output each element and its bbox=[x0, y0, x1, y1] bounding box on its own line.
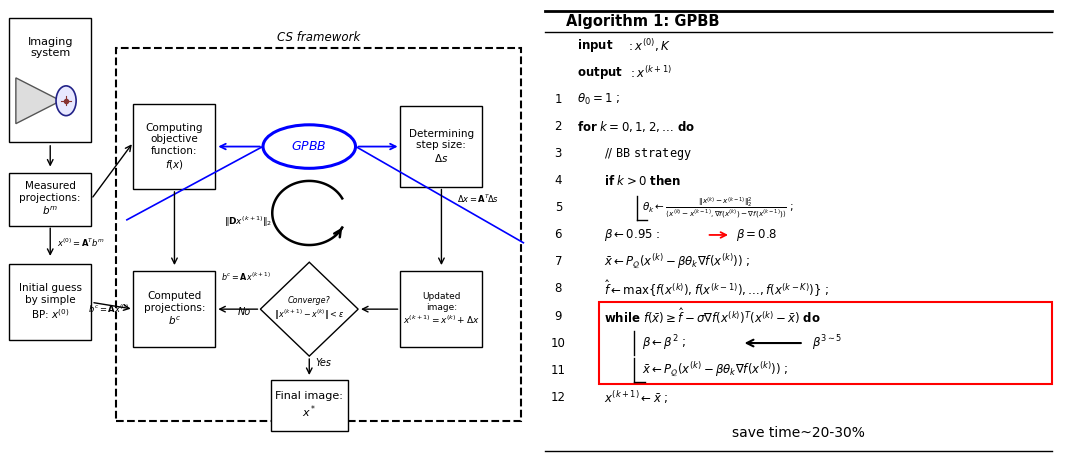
Text: Measured
projections:
$b^m$: Measured projections: $b^m$ bbox=[19, 181, 81, 217]
Text: 4: 4 bbox=[554, 174, 562, 187]
Text: $: x^{(k+1)}$: $: x^{(k+1)}$ bbox=[628, 65, 673, 81]
Text: CS framework: CS framework bbox=[277, 31, 360, 44]
Text: 6: 6 bbox=[554, 229, 562, 241]
Text: $GPBB$: $GPBB$ bbox=[292, 140, 327, 153]
Text: Updated
image:
$x^{(k+1)}=x^{(k)}+\Delta x$: Updated image: $x^{(k+1)}=x^{(k)}+\Delta… bbox=[403, 292, 480, 326]
Text: $x^{(0)}=\mathbf{A}^Tb^m$: $x^{(0)}=\mathbf{A}^Tb^m$ bbox=[57, 236, 106, 249]
Ellipse shape bbox=[56, 86, 76, 115]
FancyBboxPatch shape bbox=[400, 271, 483, 347]
Text: $\beta \leftarrow \beta^2$ ;: $\beta \leftarrow \beta^2$ ; bbox=[642, 333, 686, 353]
Text: $\mathbf{for}\ k = 0, 1, 2, \ldots\ \mathbf{do}$: $\mathbf{for}\ k = 0, 1, 2, \ldots\ \mat… bbox=[577, 120, 695, 134]
Text: No: No bbox=[237, 307, 251, 317]
Text: $\|\mathbf{D}x^{(k+1)}\|_2$: $\|\mathbf{D}x^{(k+1)}\|_2$ bbox=[224, 215, 272, 229]
Ellipse shape bbox=[263, 125, 356, 169]
Text: $: x^{(0)}, K$: $: x^{(0)}, K$ bbox=[626, 38, 671, 54]
Text: $\beta^{3\sim5}$: $\beta^{3\sim5}$ bbox=[812, 333, 842, 353]
Text: 10: 10 bbox=[551, 337, 566, 349]
Text: $\bar{x} \leftarrow P_\mathcal{Q}(x^{(k)} - \beta\theta_k\nabla f(x^{(k)}))\ ;$: $\bar{x} \leftarrow P_\mathcal{Q}(x^{(k)… bbox=[604, 252, 751, 272]
Text: Computing
objective
function:
$f(x)$: Computing objective function: $f(x)$ bbox=[145, 122, 203, 171]
Text: Determining
step size:
$\Delta s$: Determining step size: $\Delta s$ bbox=[409, 129, 474, 164]
Text: 5: 5 bbox=[554, 202, 562, 214]
Text: 8: 8 bbox=[554, 283, 562, 295]
FancyBboxPatch shape bbox=[400, 106, 483, 187]
Text: Computed
projections:
$b^c$: Computed projections: $b^c$ bbox=[144, 291, 205, 327]
Text: $\bar{x} \leftarrow P_\mathcal{Q}(x^{(k)} - \beta\theta_k\nabla f(x^{(k)}))\ ;$: $\bar{x} \leftarrow P_\mathcal{Q}(x^{(k)… bbox=[642, 360, 788, 380]
FancyBboxPatch shape bbox=[271, 380, 347, 431]
FancyBboxPatch shape bbox=[10, 265, 91, 340]
Text: $b^c=\mathbf{A}x^{(0)}$: $b^c=\mathbf{A}x^{(0)}$ bbox=[88, 303, 129, 316]
Text: 3: 3 bbox=[554, 147, 562, 160]
Text: $\mathbf{output}$: $\mathbf{output}$ bbox=[577, 65, 624, 81]
Text: Initial guess
by simple
BP: $x^{(0)}$: Initial guess by simple BP: $x^{(0)}$ bbox=[19, 284, 82, 321]
FancyBboxPatch shape bbox=[10, 173, 91, 226]
Polygon shape bbox=[261, 262, 358, 356]
Text: 11: 11 bbox=[551, 364, 566, 376]
Text: Yes: Yes bbox=[316, 359, 331, 368]
Text: $\beta = 0.8$: $\beta = 0.8$ bbox=[736, 227, 778, 243]
Text: $\Delta x = \mathbf{A}^T\!\Delta s$: $\Delta x = \mathbf{A}^T\!\Delta s$ bbox=[457, 193, 500, 206]
Text: 12: 12 bbox=[551, 391, 566, 403]
Text: save time~20-30%: save time~20-30% bbox=[732, 426, 865, 440]
Text: 2: 2 bbox=[554, 120, 562, 133]
Text: 1: 1 bbox=[554, 93, 562, 106]
Text: Algorithm 1: GPBB: Algorithm 1: GPBB bbox=[566, 15, 720, 29]
Text: $\theta_k \leftarrow \frac{\|x^{(k)}-x^{(k-1)}\|_2^2}{\langle x^{(k)}-x^{(k-1)},: $\theta_k \leftarrow \frac{\|x^{(k)}-x^{… bbox=[642, 196, 794, 220]
Text: 9: 9 bbox=[554, 310, 562, 322]
FancyBboxPatch shape bbox=[134, 104, 216, 189]
Text: $\mathbf{input}$: $\mathbf{input}$ bbox=[577, 37, 614, 55]
Text: $b^c=\mathbf{A}x^{(k+1)}$: $b^c=\mathbf{A}x^{(k+1)}$ bbox=[221, 271, 270, 284]
Text: 7: 7 bbox=[554, 256, 562, 268]
Text: Converge?
$\|x^{(k+1)}-x^{(k)}\|<\varepsilon$: Converge? $\|x^{(k+1)}-x^{(k)}\|<\vareps… bbox=[274, 296, 344, 322]
Text: $//\ \mathtt{BB\ strategy}$: $//\ \mathtt{BB\ strategy}$ bbox=[604, 146, 692, 162]
Text: Imaging
system: Imaging system bbox=[28, 37, 73, 58]
Text: $\hat{f} \leftarrow \max\{f(x^{(k)}), f(x^{(k-1)}), \ldots, f(x^{(k-K)})\}\ ;$: $\hat{f} \leftarrow \max\{f(x^{(k)}), f(… bbox=[604, 278, 830, 300]
Text: Final image:
$x^*$: Final image: $x^*$ bbox=[276, 391, 343, 420]
Text: $x^{(k+1)} \leftarrow \bar{x}\ ;$: $x^{(k+1)} \leftarrow \bar{x}\ ;$ bbox=[604, 389, 669, 405]
Text: $\mathbf{while}\ f(\bar{x}) \geq \hat{f} - \sigma\nabla f(x^{(k)})^T(x^{(k)}-\ba: $\mathbf{while}\ f(\bar{x}) \geq \hat{f}… bbox=[604, 306, 821, 326]
Text: $\mathbf{if}\ k > 0\ \mathbf{then}$: $\mathbf{if}\ k > 0\ \mathbf{then}$ bbox=[604, 174, 681, 188]
FancyBboxPatch shape bbox=[134, 271, 216, 347]
Polygon shape bbox=[16, 78, 61, 124]
Text: $\beta \leftarrow 0.95$ :: $\beta \leftarrow 0.95$ : bbox=[604, 227, 661, 243]
Text: $\theta_0 = 1$ ;: $\theta_0 = 1$ ; bbox=[577, 93, 621, 107]
FancyBboxPatch shape bbox=[10, 18, 91, 142]
